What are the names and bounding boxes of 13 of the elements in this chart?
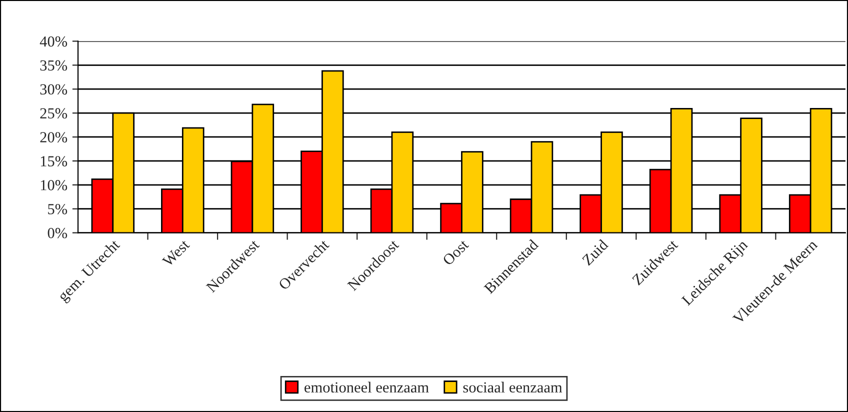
y-tick-label: 10% [40,180,68,190]
y-tick-label: 30% [40,84,68,95]
y-tick-label: 25% [40,108,68,119]
x-tick-label: West [162,238,190,268]
y-tick-label: 15% [40,156,68,166]
y-tick-label: 40% [40,36,68,47]
y-tick-label: 35% [40,60,68,71]
y-tick-label: 0% [48,228,68,238]
y-tick-label: 20% [40,132,68,142]
x-tick-label: Oost [442,238,470,266]
legend-label: emotioneel eenzaam [304,382,429,393]
legend-label: sociaal eenzaam [463,382,562,393]
y-tick-label: 5% [48,204,68,214]
